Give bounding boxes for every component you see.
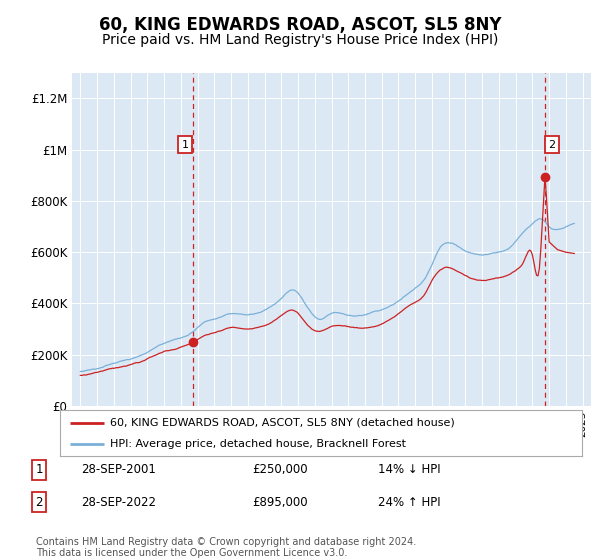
Text: 1: 1 <box>182 139 188 150</box>
Text: 2: 2 <box>35 496 43 509</box>
Text: HPI: Average price, detached house, Bracknell Forest: HPI: Average price, detached house, Brac… <box>110 439 406 449</box>
Text: 60, KING EDWARDS ROAD, ASCOT, SL5 8NY: 60, KING EDWARDS ROAD, ASCOT, SL5 8NY <box>99 16 501 34</box>
Text: Price paid vs. HM Land Registry's House Price Index (HPI): Price paid vs. HM Land Registry's House … <box>102 33 498 47</box>
Text: 28-SEP-2001: 28-SEP-2001 <box>81 463 156 477</box>
Text: 1: 1 <box>35 463 43 477</box>
Text: 2: 2 <box>548 139 555 150</box>
Text: £895,000: £895,000 <box>252 496 308 509</box>
Text: 60, KING EDWARDS ROAD, ASCOT, SL5 8NY (detached house): 60, KING EDWARDS ROAD, ASCOT, SL5 8NY (d… <box>110 418 454 428</box>
Text: £250,000: £250,000 <box>252 463 308 477</box>
Text: 24% ↑ HPI: 24% ↑ HPI <box>378 496 440 509</box>
Text: 28-SEP-2022: 28-SEP-2022 <box>81 496 156 509</box>
Text: 14% ↓ HPI: 14% ↓ HPI <box>378 463 440 477</box>
Text: Contains HM Land Registry data © Crown copyright and database right 2024.
This d: Contains HM Land Registry data © Crown c… <box>36 537 416 558</box>
